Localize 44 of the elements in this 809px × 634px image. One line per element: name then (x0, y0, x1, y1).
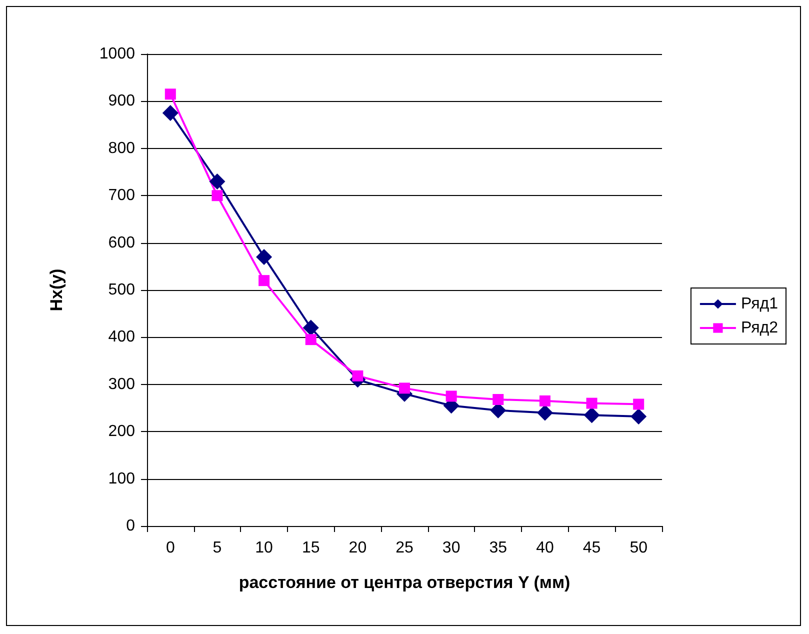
point (302, 320, 319, 336)
point (305, 334, 316, 346)
point (164, 88, 176, 100)
legend-label: Ряд2 (740, 320, 778, 336)
x-axis-title: расстояние от центра отверстия Y (мм) (238, 573, 570, 592)
point (586, 398, 598, 409)
x-tick-label: 15 (302, 540, 320, 556)
legend-label: Ряд1 (740, 296, 778, 312)
x-tick-label: 30 (442, 540, 460, 556)
y-tick-label: 200 (108, 423, 136, 440)
x-tick-label: 40 (536, 540, 554, 556)
x-tick-label: 5 (212, 540, 222, 556)
y-tick-label: 900 (108, 92, 136, 110)
y-tick-label: 800 (108, 140, 136, 157)
y-tick-label: 400 (108, 328, 136, 346)
point (352, 370, 364, 382)
x-tick-label: 10 (255, 540, 274, 556)
y-tick-label: 600 (108, 234, 136, 252)
point (446, 390, 457, 402)
y-tick-label: 0 (126, 518, 136, 534)
y-tick-label: 500 (108, 282, 136, 298)
point (584, 407, 600, 424)
y-axis-title: Hx(y) (47, 268, 66, 312)
point (212, 190, 223, 202)
y-tick-label: 100 (108, 470, 136, 488)
point (539, 395, 550, 406)
point (162, 105, 178, 121)
point (492, 394, 504, 406)
point (633, 398, 644, 410)
y-tick-label: 1000 (99, 46, 136, 62)
point (209, 173, 226, 190)
y-tick-label: 700 (108, 187, 136, 204)
point (258, 275, 270, 286)
point (630, 408, 647, 424)
point (536, 404, 553, 421)
point (399, 382, 410, 394)
x-tick-label: 50 (630, 540, 648, 556)
x-tick-label: 0 (166, 540, 175, 556)
x-tick-label: 45 (582, 540, 601, 556)
x-tick-label: 35 (489, 540, 508, 556)
point (256, 248, 272, 265)
x-tick-label: 20 (348, 540, 367, 556)
y-tick-label: 300 (108, 376, 136, 393)
x-tick-label: 25 (396, 540, 414, 556)
